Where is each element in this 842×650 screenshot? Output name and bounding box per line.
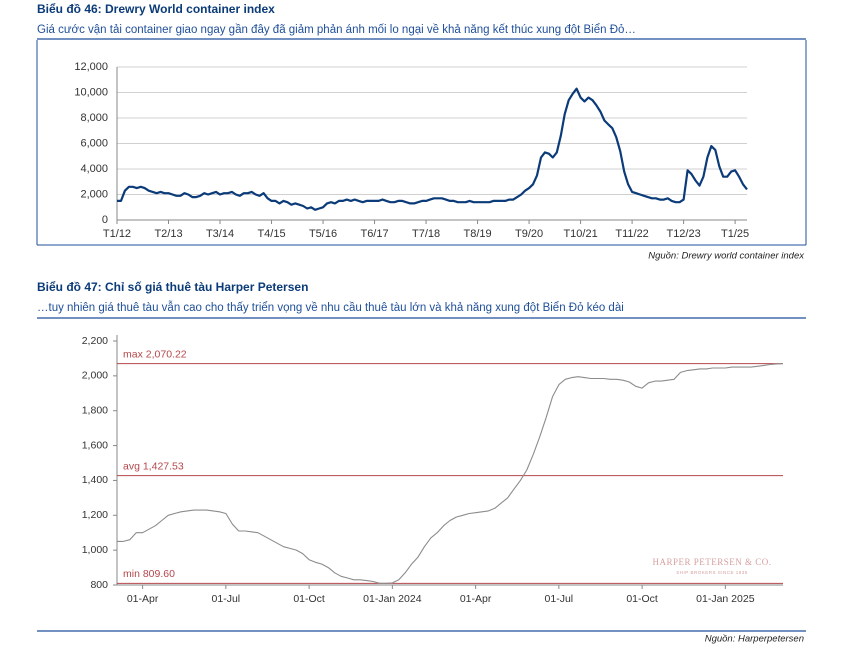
x-tick-label: 01-Apr [460, 593, 492, 605]
y-tick-label: 1,400 [82, 474, 108, 486]
y-tick-label: 4,000 [80, 163, 108, 175]
chart-subtitle: …tuy nhiên giá thuê tàu vẫn cao cho thấy… [37, 301, 624, 314]
x-tick-label: 01-Jan 2025 [696, 593, 755, 605]
x-tick-label: 01-Jan 2024 [363, 593, 422, 605]
x-tick-label: T4/15 [257, 228, 285, 240]
y-tick-label: 10,000 [74, 86, 108, 98]
chart-title: Biểu đồ 47: Chỉ số giá thuê tàu Harper P… [37, 280, 308, 294]
x-tick-label: 01-Apr [127, 593, 159, 605]
y-tick-label: 6,000 [80, 137, 108, 149]
y-tick-label: 2,000 [82, 370, 108, 382]
y-tick-label: 1,800 [82, 404, 108, 416]
x-tick-label: T7/18 [412, 228, 440, 240]
y-tick-label: 8,000 [80, 112, 108, 124]
y-tick-label: 1,600 [82, 439, 108, 451]
y-tick-label: 1,200 [82, 509, 108, 521]
y-tick-label: 2,000 [80, 188, 108, 200]
x-tick-label: T8/19 [463, 228, 491, 240]
y-tick-label: 12,000 [74, 61, 108, 73]
reference-label: avg 1,427.53 [123, 460, 184, 472]
watermark-sub: SHIP BROKERS SINCE 1835 [676, 570, 747, 575]
y-tick-label: 800 [90, 579, 108, 591]
x-tick-label: 01-Jul [212, 593, 241, 605]
x-tick-label: T12/23 [666, 228, 700, 240]
x-tick-label: 01-Oct [293, 593, 325, 605]
reference-label: min 809.60 [123, 568, 175, 580]
data-line [117, 87, 748, 211]
x-tick-label: T1/25 [721, 228, 749, 240]
x-tick-label: T6/17 [360, 228, 388, 240]
x-tick-label: T1/12 [103, 228, 131, 240]
source-note: Nguồn: Drewry world container index [648, 251, 805, 262]
x-tick-label: 01-Oct [626, 593, 658, 605]
x-tick-label: T2/13 [154, 228, 182, 240]
x-tick-label: T11/22 [615, 228, 648, 240]
y-tick-label: 0 [102, 214, 108, 226]
data-line [117, 363, 784, 584]
x-tick-label: T9/20 [515, 228, 543, 240]
watermark: HARPER PETERSEN & CO. [652, 557, 771, 567]
chart-subtitle: Giá cước vận tải container giao ngay gần… [37, 24, 636, 36]
x-tick-label: T3/14 [206, 228, 234, 240]
x-tick-label: T5/16 [309, 228, 337, 240]
y-tick-label: 1,000 [82, 544, 108, 556]
reference-label: max 2,070.22 [123, 348, 187, 360]
chart-title: Biểu đồ 46: Drewry World container index [37, 2, 275, 16]
x-tick-label: 01-Jul [545, 593, 574, 605]
source-note: Nguồn: Harperpetersen [705, 634, 804, 645]
x-tick-label: T10/21 [563, 228, 597, 240]
y-tick-label: 2,200 [82, 335, 108, 347]
